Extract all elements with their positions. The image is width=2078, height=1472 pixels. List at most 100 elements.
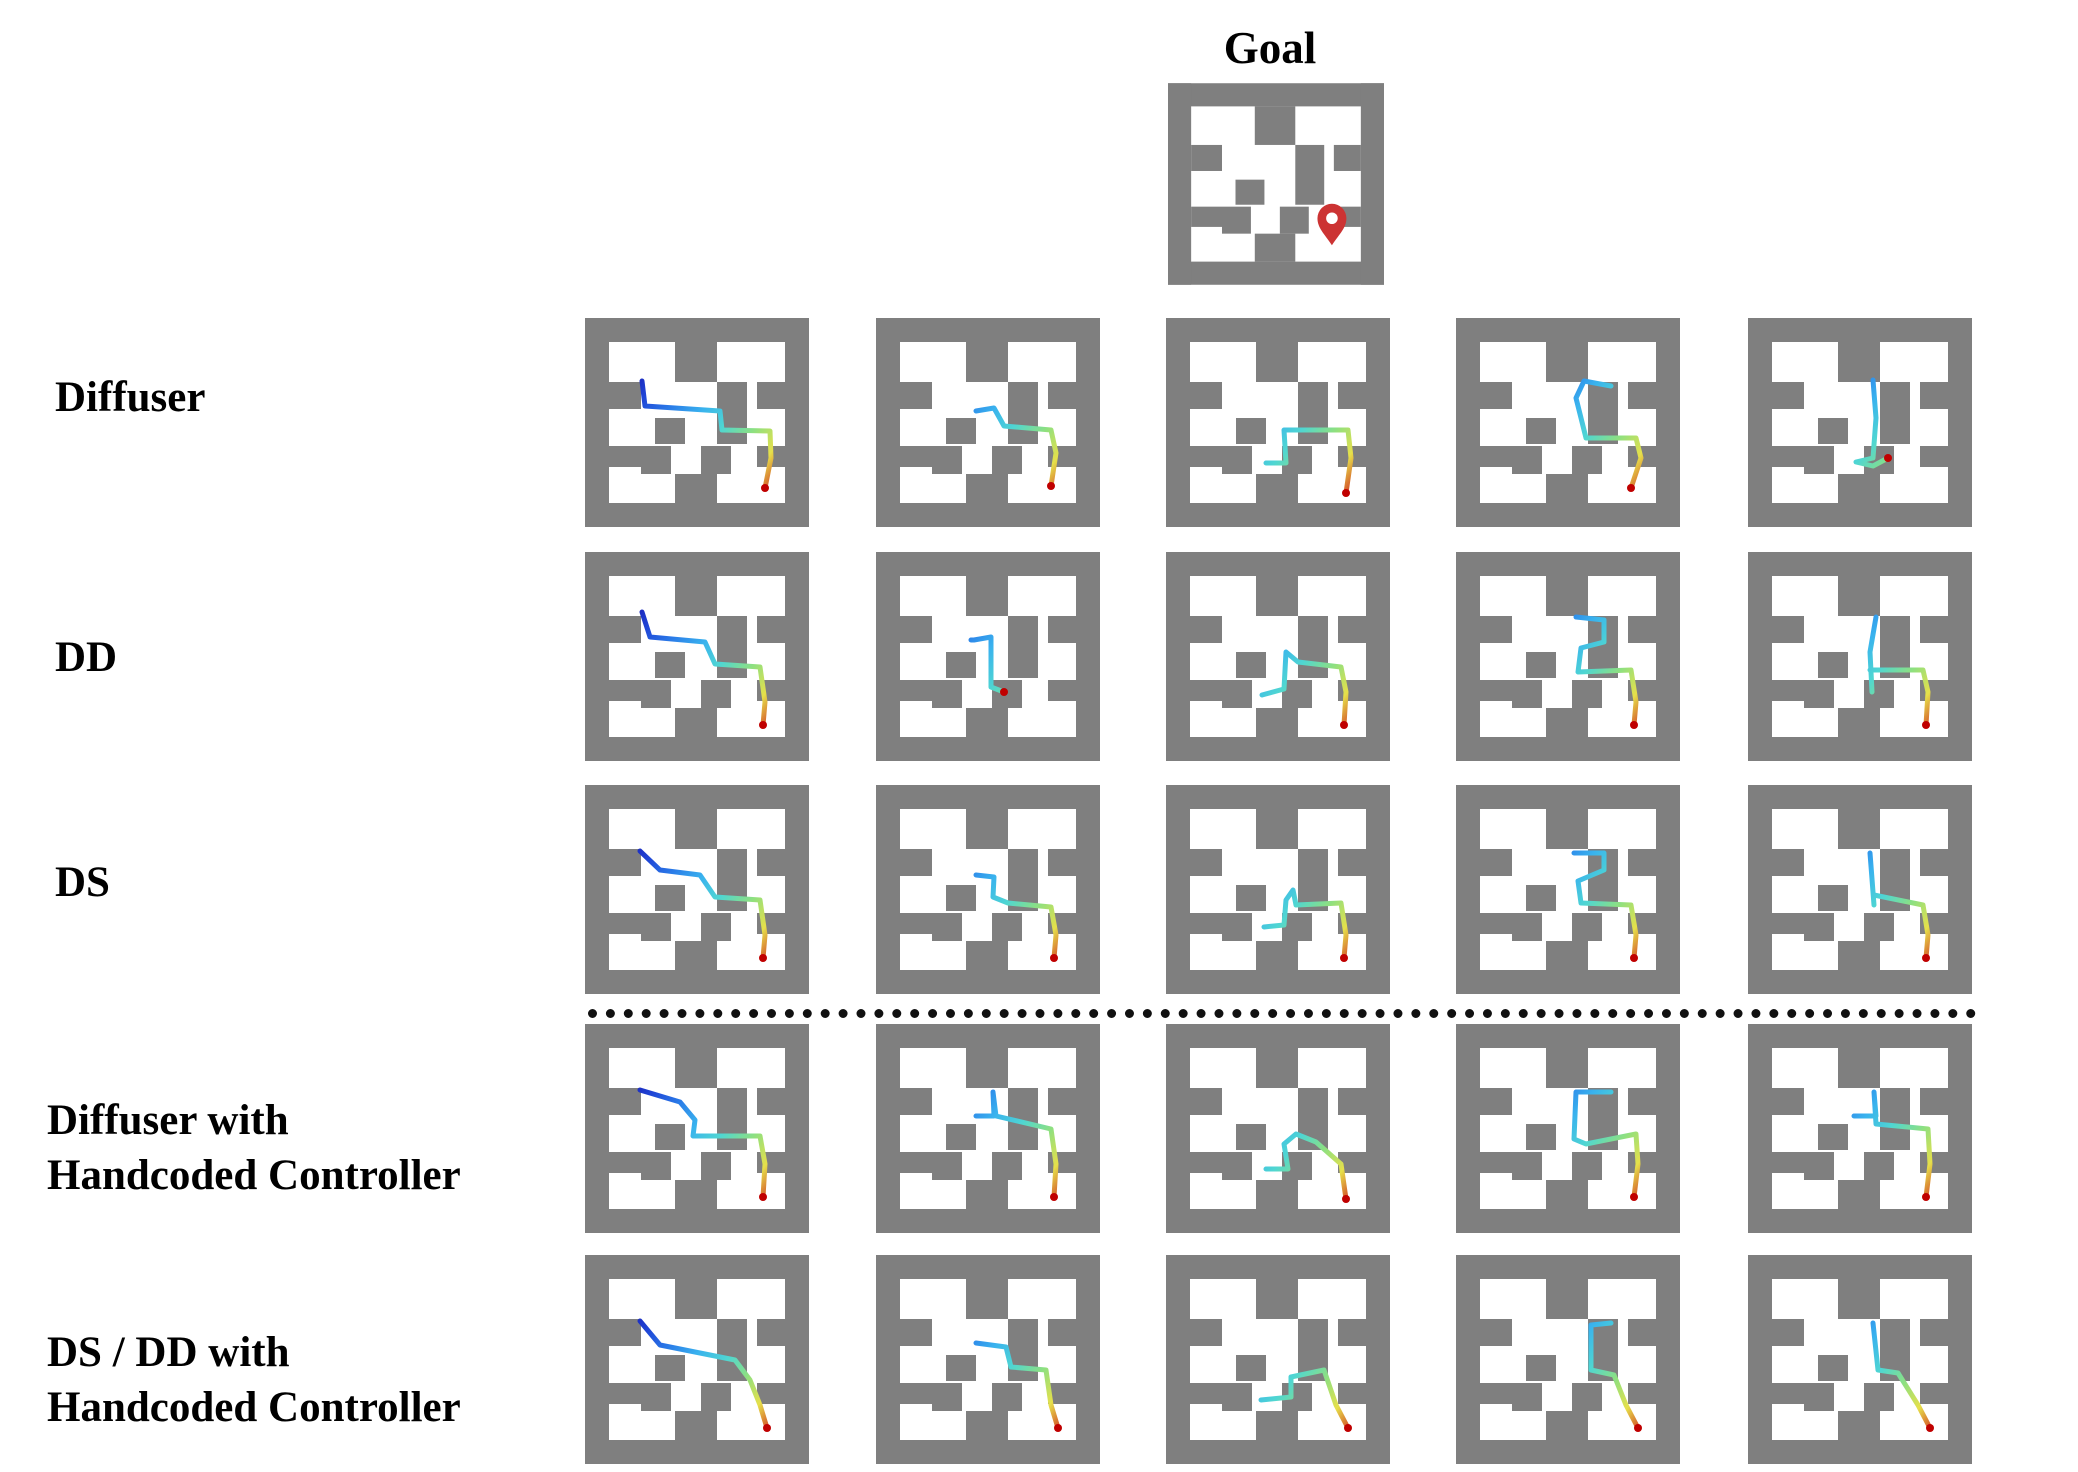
maze-wall — [609, 849, 641, 876]
maze-wall — [1076, 785, 1100, 994]
trajectory-end-dot — [1630, 721, 1638, 729]
maze-wall — [1366, 1255, 1390, 1464]
maze-wall — [1256, 1048, 1298, 1088]
maze-wall — [1656, 1255, 1680, 1464]
maze-wall — [876, 318, 900, 527]
maze-wall — [585, 318, 809, 342]
maze-wall — [1190, 913, 1222, 934]
maze-wall — [1480, 1319, 1512, 1346]
maze-wall — [1818, 652, 1848, 678]
maze-wall — [1236, 885, 1266, 911]
maze-canvas — [1456, 1024, 1680, 1233]
maze-wall — [900, 382, 932, 409]
trajectory-end-dot — [1047, 482, 1055, 490]
maze-wall — [966, 1411, 1008, 1440]
trajectory-path — [639, 609, 768, 728]
maze-wall — [1166, 552, 1190, 761]
trajectory-path — [973, 405, 1059, 489]
maze-wall — [1804, 680, 1834, 708]
maze-wall — [1456, 737, 1680, 761]
maze-wall — [1254, 106, 1296, 145]
maze-wall — [1838, 809, 1880, 849]
maze-wall — [1588, 382, 1618, 444]
maze-wall — [1748, 1209, 1972, 1233]
maze-wall — [1256, 1279, 1298, 1319]
maze-wall — [1190, 680, 1222, 701]
maze-wall — [876, 552, 900, 761]
trajectory-path — [1573, 614, 1639, 728]
maze-wall — [1166, 1024, 1390, 1048]
maze-wall — [1298, 849, 1328, 911]
maze-wall — [1236, 1124, 1266, 1150]
trajectory-end-dot — [759, 954, 767, 962]
maze-wall — [1222, 913, 1252, 941]
maze-r2-c1 — [585, 552, 809, 761]
maze-wall — [1572, 446, 1602, 474]
maze-r3-c3 — [1166, 785, 1390, 994]
maze-wall — [585, 1209, 809, 1233]
maze-wall — [717, 616, 747, 678]
maze-wall — [1048, 616, 1076, 643]
maze-wall — [1512, 1383, 1542, 1411]
maze-wall — [675, 708, 717, 737]
maze-wall — [1772, 1319, 1804, 1346]
maze-wall — [876, 785, 900, 994]
maze-wall — [1166, 1255, 1190, 1464]
maze-wall — [946, 418, 976, 444]
maze-wall — [1254, 233, 1296, 262]
trajectory-path — [1867, 850, 1931, 961]
maze-wall — [1546, 1279, 1588, 1319]
row-label-line: DS — [55, 859, 110, 906]
trajectory-end-dot — [1000, 688, 1008, 696]
maze-wall — [585, 785, 809, 809]
maze-wall — [1772, 680, 1804, 701]
trajectory-end-dot — [1344, 1424, 1352, 1432]
maze-wall — [585, 503, 809, 527]
maze-canvas — [1166, 1024, 1390, 1233]
maze-wall — [1168, 261, 1384, 285]
maze-wall — [1546, 708, 1588, 737]
maze-wall — [1366, 1024, 1390, 1233]
maze-wall — [1480, 849, 1512, 876]
maze-wall — [609, 382, 641, 409]
maze-wall — [1920, 446, 1948, 467]
trajectory-end-dot — [1627, 484, 1635, 492]
maze-wall — [1748, 1255, 1772, 1464]
maze-wall — [1360, 83, 1384, 285]
maze-wall — [992, 1383, 1022, 1411]
trajectory-end-dot — [761, 484, 769, 492]
maze-wall — [1190, 1319, 1222, 1346]
maze-wall — [1748, 552, 1772, 761]
maze-wall — [1166, 552, 1390, 576]
maze-wall — [1338, 1383, 1366, 1404]
maze-wall — [1338, 616, 1366, 643]
maze-r1-c2 — [876, 318, 1100, 527]
maze-wall — [1456, 1209, 1680, 1233]
maze-wall — [585, 552, 609, 761]
maze-wall — [641, 680, 671, 708]
maze-wall — [1920, 1319, 1948, 1346]
maze-wall — [1256, 1411, 1298, 1440]
maze-wall — [1190, 382, 1222, 409]
maze-wall — [1256, 941, 1298, 970]
maze-wall — [1512, 446, 1542, 474]
maze-wall — [609, 616, 641, 643]
trajectory-path — [1258, 1367, 1351, 1431]
maze-wall — [1628, 382, 1656, 409]
maze-wall — [1366, 552, 1390, 761]
maze-wall — [946, 1124, 976, 1150]
maze-wall — [1748, 318, 1972, 342]
maze-wall — [1256, 809, 1298, 849]
maze-wall — [1166, 785, 1190, 994]
maze-wall — [1456, 785, 1680, 809]
maze-wall — [1333, 144, 1361, 171]
maze-wall — [1838, 342, 1880, 382]
maze-wall — [1864, 680, 1894, 708]
maze-wall — [1804, 913, 1834, 941]
maze-wall — [1772, 1088, 1804, 1115]
maze-wall — [1838, 1180, 1880, 1209]
maze-wall — [1656, 1024, 1680, 1233]
maze-wall — [675, 1279, 717, 1319]
maze-wall — [900, 446, 932, 467]
maze-wall — [717, 849, 747, 911]
